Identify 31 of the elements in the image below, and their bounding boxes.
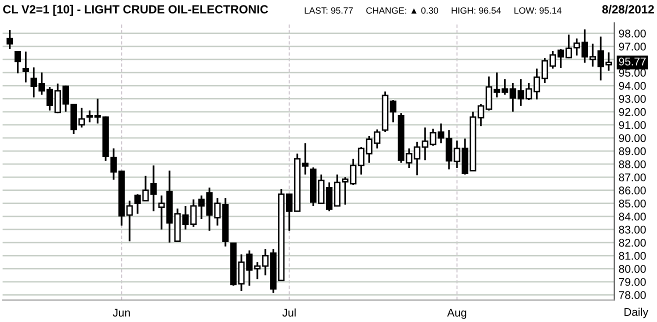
candlestick (22, 50, 30, 84)
y-tick-label: 82.00 (618, 238, 646, 247)
chart-subtitle: LAST: 95.77 CHANGE: ▲ 0.30 HIGH: 96.54 LOW: 95.14 (304, 7, 562, 14)
y-tick-label: 83.00 (618, 226, 646, 234)
y-tick-label: 89.00 (618, 147, 646, 156)
y-tick-label: 95.00 (618, 68, 646, 77)
y-tick-label: 97.00 (618, 42, 646, 51)
x-tick-label: Jun (112, 308, 130, 317)
y-tick-label: 80.00 (618, 264, 646, 273)
candlestick (14, 50, 22, 74)
y-tick-label: 86.00 (618, 186, 646, 194)
y-tick-label: 98.00 (618, 30, 646, 38)
y-tick-label: 85.00 (618, 200, 646, 208)
x-tick-label: Jul (282, 308, 296, 317)
y-tick-label: 88.00 (618, 160, 646, 168)
x-tick-label: Aug (447, 308, 466, 319)
text: Daily (624, 308, 648, 318)
chart-title: CL V2=1 [10] - LIGHT CRUDE OIL-ELECTRONIC (3, 4, 268, 16)
text: 8/28/2012 (602, 4, 654, 14)
candlestick (6, 29, 14, 50)
y-tick-label: 78.00 (619, 291, 646, 300)
y-tick-label: 90.00 (618, 134, 646, 142)
y-tick-label: 87.00 (618, 173, 646, 182)
y-tick-label: 92.00 (618, 108, 646, 116)
y-tick-label: 84.00 (618, 212, 646, 221)
y-tick-label: 94.00 (618, 82, 646, 90)
y-tick-label: 93.00 (618, 94, 646, 103)
y-tick-label: 91.00 (618, 121, 646, 129)
y-tick-label: 79.00 (619, 278, 646, 286)
y-tick-label: 81.00 (618, 252, 646, 260)
annotation: 95.77 (618, 58, 646, 66)
